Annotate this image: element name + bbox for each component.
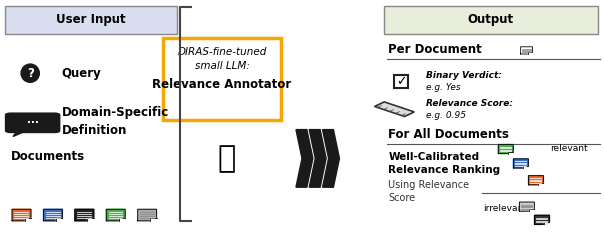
Polygon shape: [296, 130, 313, 187]
FancyBboxPatch shape: [374, 102, 414, 116]
Text: Domain-Specific: Domain-Specific: [62, 106, 169, 119]
Text: ✓: ✓: [396, 75, 406, 88]
Polygon shape: [75, 209, 94, 221]
Polygon shape: [106, 209, 125, 221]
Text: 🤖: 🤖: [217, 144, 236, 173]
Polygon shape: [538, 183, 544, 185]
Ellipse shape: [21, 64, 39, 82]
Polygon shape: [309, 130, 326, 187]
Polygon shape: [323, 130, 339, 187]
Polygon shape: [535, 215, 550, 224]
Polygon shape: [43, 209, 62, 221]
Polygon shape: [12, 209, 31, 221]
Polygon shape: [138, 209, 156, 221]
Text: For All Documents: For All Documents: [388, 128, 509, 141]
Text: e.g. Yes: e.g. Yes: [426, 83, 460, 92]
Polygon shape: [56, 218, 62, 221]
Text: Relevance Ranking: Relevance Ranking: [388, 165, 501, 175]
Text: Binary Verdict:: Binary Verdict:: [426, 71, 502, 80]
Text: Using Relevance: Using Relevance: [388, 180, 469, 190]
Polygon shape: [528, 52, 532, 54]
Text: Documents: Documents: [11, 150, 85, 162]
Text: Definition: Definition: [62, 124, 127, 137]
Text: Well-Calibrated: Well-Calibrated: [388, 152, 480, 162]
Text: Score: Score: [388, 193, 416, 203]
FancyBboxPatch shape: [5, 112, 60, 133]
Polygon shape: [25, 218, 31, 221]
Text: e.g. 0.95: e.g. 0.95: [426, 111, 466, 120]
Polygon shape: [521, 47, 532, 54]
FancyBboxPatch shape: [394, 75, 408, 88]
FancyBboxPatch shape: [163, 38, 281, 120]
Text: relevant: relevant: [550, 144, 587, 153]
FancyBboxPatch shape: [5, 6, 177, 34]
Polygon shape: [523, 166, 528, 168]
Text: Output: Output: [467, 13, 514, 26]
Polygon shape: [150, 218, 156, 221]
Polygon shape: [528, 176, 544, 185]
Polygon shape: [544, 222, 550, 224]
Text: Relevance Annotator: Relevance Annotator: [152, 78, 292, 90]
Text: small LLM:: small LLM:: [194, 61, 249, 71]
Polygon shape: [88, 218, 94, 221]
Polygon shape: [513, 159, 528, 168]
Polygon shape: [529, 209, 535, 211]
Polygon shape: [119, 218, 125, 221]
Text: ?: ?: [27, 67, 34, 80]
Text: ···: ···: [27, 118, 39, 128]
Polygon shape: [13, 131, 26, 137]
Polygon shape: [508, 152, 513, 154]
FancyBboxPatch shape: [384, 6, 598, 34]
Polygon shape: [498, 144, 513, 154]
Text: Per Document: Per Document: [388, 43, 482, 56]
Text: DIRAS-fine-tuned: DIRAS-fine-tuned: [178, 47, 266, 57]
Text: irrelevant: irrelevant: [483, 204, 527, 213]
Text: User Input: User Input: [56, 13, 126, 26]
Polygon shape: [519, 202, 535, 211]
Text: Query: Query: [62, 67, 101, 80]
Text: Relevance Score:: Relevance Score:: [426, 99, 513, 108]
